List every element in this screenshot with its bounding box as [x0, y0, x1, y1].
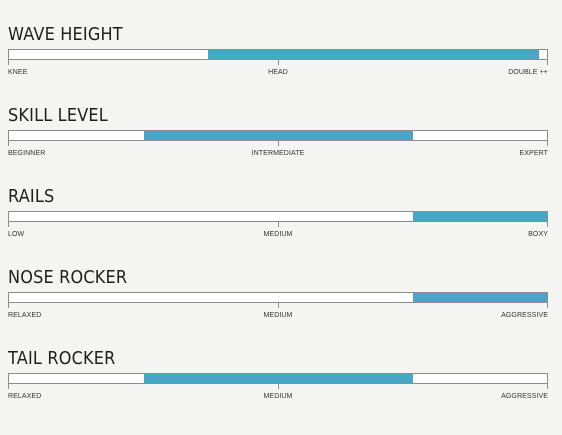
spec-nose-rocker: NOSE ROCKER RELAXED MEDIUM AGGRESSIVE — [8, 267, 548, 337]
tick-right — [547, 141, 548, 146]
tick-left — [8, 60, 9, 65]
tick-mid — [278, 141, 279, 146]
spec-title: RAILS — [8, 187, 55, 207]
tick-right — [547, 303, 548, 308]
scale-label-mid: MEDIUM — [263, 312, 293, 319]
range-fill — [412, 293, 547, 302]
scale-label-right: AGGRESSIVE — [501, 393, 548, 400]
spec-tail-rocker: TAIL ROCKER RELAXED MEDIUM AGGRESSIVE — [8, 348, 548, 418]
scale-label-left: LOW — [8, 231, 25, 238]
spec-title: SKILL LEVEL — [8, 106, 108, 126]
range-track — [8, 292, 548, 303]
spec-rails: RAILS LOW MEDIUM BOXY — [8, 186, 548, 256]
tick-left — [8, 141, 9, 146]
range-fill — [143, 131, 413, 140]
range-track — [8, 49, 548, 60]
spec-skill-level: SKILL LEVEL BEGINNER INTERMEDIATE EXPERT — [8, 105, 548, 175]
range-track — [8, 211, 548, 222]
scale-label-left: RELAXED — [8, 312, 42, 319]
tick-right — [547, 384, 548, 389]
tick-left — [8, 384, 9, 389]
scale-label-left: BEGINNER — [8, 150, 46, 157]
range-fill — [412, 212, 547, 221]
scale-label-mid: MEDIUM — [263, 393, 293, 400]
scale-label-mid: HEAD — [268, 69, 288, 76]
scale-label-mid: MEDIUM — [263, 231, 293, 238]
tick-mid — [278, 303, 279, 308]
tick-mid — [278, 60, 279, 65]
tick-mid — [278, 384, 279, 389]
spec-title: WAVE HEIGHT — [8, 25, 123, 45]
scale-label-left: RELAXED — [8, 393, 42, 400]
scale-label-right: EXPERT — [519, 150, 548, 157]
scale-label-left: KNEE — [8, 69, 28, 76]
spec-wave-height: WAVE HEIGHT KNEE HEAD DOUBLE ++ — [8, 24, 548, 94]
tick-right — [547, 60, 548, 65]
tick-right — [547, 222, 548, 227]
spec-title: TAIL ROCKER — [8, 349, 116, 369]
range-track — [8, 130, 548, 141]
scale-label-right: BOXY — [528, 231, 548, 238]
scale-label-right: AGGRESSIVE — [501, 312, 548, 319]
tick-left — [8, 303, 9, 308]
range-fill — [208, 50, 539, 59]
range-fill — [143, 374, 413, 383]
scale-label-mid: INTERMEDIATE — [251, 150, 305, 157]
range-track — [8, 373, 548, 384]
scale-label-right: DOUBLE ++ — [508, 69, 548, 76]
spec-title: NOSE ROCKER — [8, 268, 128, 288]
tick-mid — [278, 222, 279, 227]
tick-left — [8, 222, 9, 227]
